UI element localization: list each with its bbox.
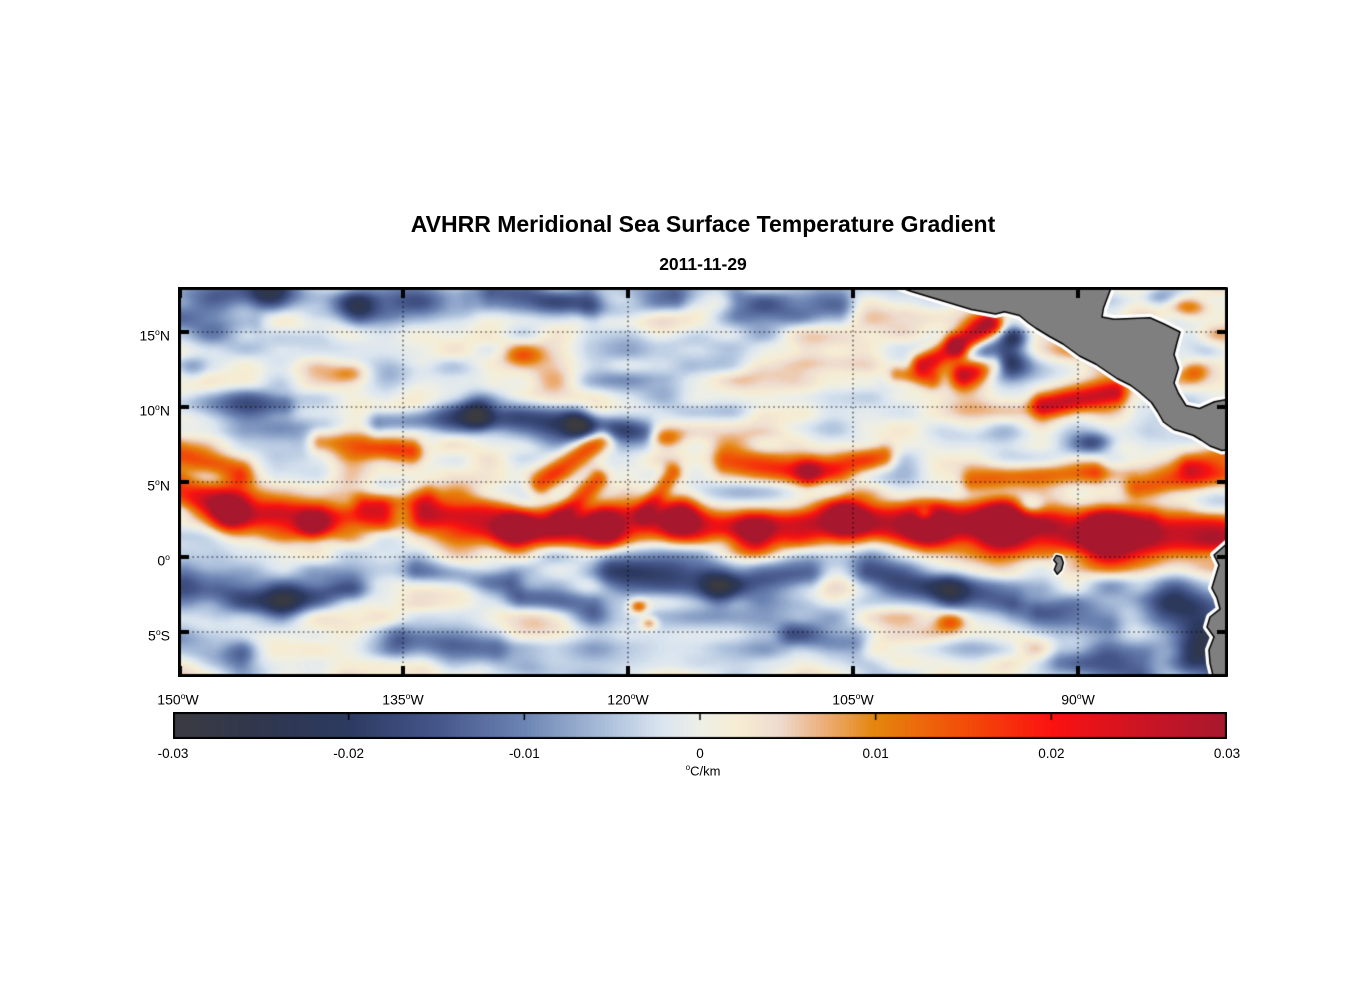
colorbar [173, 712, 1227, 739]
lat-tick-label: 5oN [147, 477, 170, 494]
lat-tick-label: 10oN [139, 402, 170, 419]
colorbar-tick-label: -0.03 [157, 746, 189, 761]
chart-title: AVHRR Meridional Sea Surface Temperature… [410, 211, 996, 237]
lon-tick-label: 135oW [382, 691, 424, 708]
colorbar-tick-label: -0.02 [333, 746, 365, 761]
chart-date-subtitle: 2011-11-29 [659, 254, 747, 274]
colorbar-unit-label: oC/km [685, 763, 721, 779]
colorbar-tick-label: 0.03 [1213, 746, 1241, 761]
colorbar-tick-label: 0.01 [862, 746, 889, 761]
lon-tick-label: 150oW [157, 691, 199, 708]
lat-tick-label: 0o [157, 552, 170, 569]
sst-gradient-heatmap [178, 287, 1228, 677]
lon-tick-label: 105oW [832, 691, 874, 708]
colorbar-tick-label: 0.02 [1038, 746, 1065, 761]
colorbar-tick-label: -0.01 [508, 746, 540, 761]
lon-tick-label: 90oW [1061, 691, 1095, 708]
colorbar-tick-label: 0 [696, 746, 704, 761]
lat-tick-label: 5oS [148, 627, 170, 644]
lat-tick-label: 15oN [139, 327, 170, 344]
lon-tick-label: 120oW [607, 691, 649, 708]
